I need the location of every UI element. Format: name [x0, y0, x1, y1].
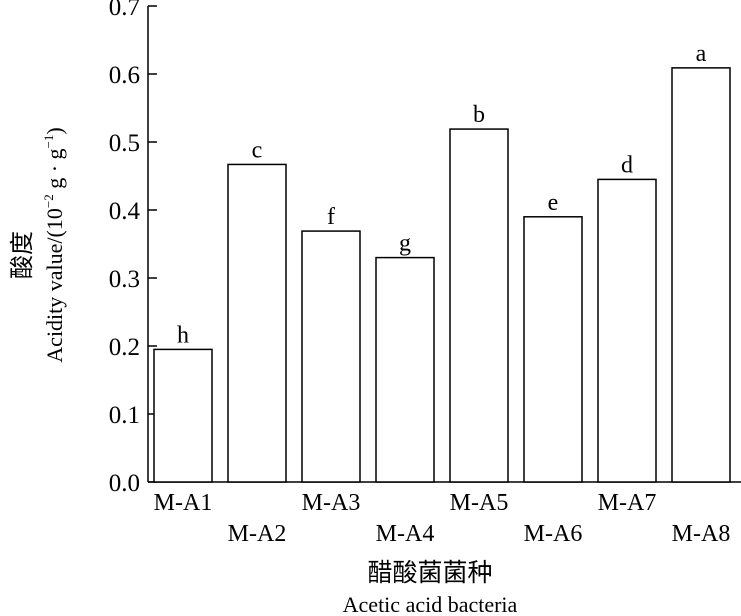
y-axis-title-en-end: ) [42, 127, 67, 134]
y-tick-label: 0.3 [109, 266, 140, 293]
bar-m-a5 [449, 128, 509, 483]
x-tick-labels: M-A1 M-A2 M-A3 M-A4 M-A5 M-A6 M-A7 M-A8 [154, 490, 731, 547]
bars: h c f g b e d a [153, 41, 731, 483]
x-tick-label: M-A4 [376, 521, 435, 547]
significance-letter: e [548, 190, 559, 216]
bar-m-a6 [523, 216, 583, 483]
y-tick-label: 0.1 [109, 402, 140, 429]
y-tick-label: 0.4 [109, 198, 141, 225]
bar-m-a7 [597, 178, 657, 483]
bar-m-a8 [671, 67, 731, 483]
y-tick-label: 0.2 [109, 334, 140, 361]
x-tick-label: M-A5 [450, 490, 509, 516]
significance-letter: a [696, 41, 707, 67]
y-ticks: 0.0 0.1 0.2 0.3 0.4 0.5 0.6 0.7 [109, 0, 157, 497]
x-axis-title-en: Acetic acid bacteria [343, 592, 518, 616]
x-tick-label: M-A1 [154, 490, 213, 516]
bar-m-a1 [153, 348, 213, 483]
x-tick-label: M-A6 [524, 521, 583, 547]
y-axis-title-en: Acidity value/(10−2 g · g−1) [41, 127, 67, 362]
x-tick-label: M-A7 [598, 490, 657, 516]
y-axis-title-en-sup2: −1 [41, 135, 56, 149]
y-tick-label: 0.7 [109, 0, 140, 21]
significance-letter: g [399, 231, 411, 257]
significance-letter: b [473, 102, 485, 128]
bar-m-a3 [301, 230, 361, 483]
y-axis-title-en-mid: g · g [42, 148, 67, 194]
significance-letter: c [252, 137, 263, 163]
x-axis-title-cn: 醋酸菌菌种 [367, 559, 492, 587]
y-tick-label: 0.5 [109, 130, 140, 157]
y-axis-title-cn: 酸度 [9, 231, 36, 279]
significance-letter: h [177, 322, 189, 348]
x-tick-label: M-A3 [302, 490, 361, 516]
significance-letter: d [621, 152, 633, 178]
y-axis-title-en-main: Acidity value/(10 [42, 208, 67, 363]
y-tick-label: 0.0 [109, 470, 140, 497]
bar-m-a4 [375, 256, 435, 483]
y-tick-label: 0.6 [109, 62, 140, 89]
x-tick-label: M-A2 [228, 521, 287, 547]
y-axis-title-en-sup1: −2 [41, 194, 56, 208]
x-tick-label: M-A8 [672, 521, 731, 547]
bar-m-a2 [227, 163, 287, 483]
significance-letter: f [327, 204, 335, 230]
